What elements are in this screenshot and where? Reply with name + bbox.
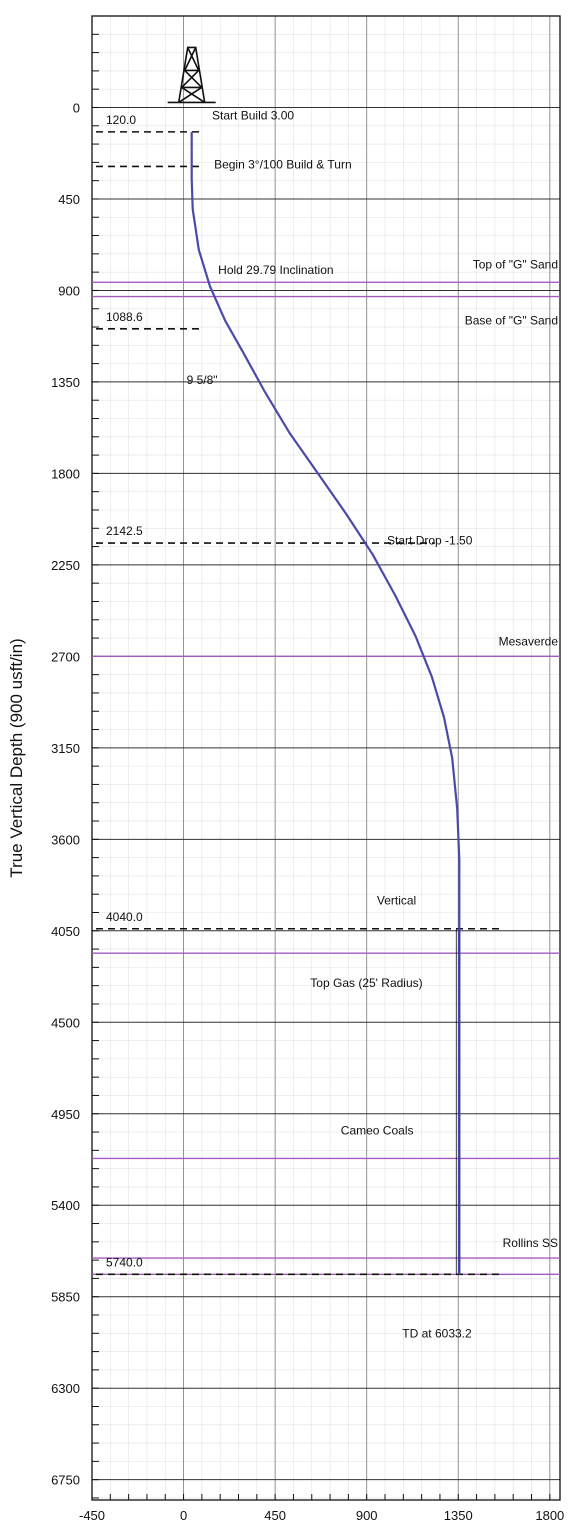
x-tick-label: -450 (79, 1508, 105, 1523)
y-tick-label: 900 (58, 283, 80, 298)
y-tick-label: 1800 (51, 466, 80, 481)
marker-label-4: 4040.0 (106, 910, 143, 924)
marker-label-3: 2142.5 (106, 524, 143, 538)
annotation-0: Start Build 3.00 (212, 109, 294, 123)
y-tick-label: 5850 (51, 1290, 80, 1305)
y-tick-label: 3150 (51, 741, 80, 756)
annotation-4: Start Drop -1.50 (387, 534, 473, 548)
formation-label-3: Top Gas (25' Radius) (310, 976, 422, 990)
y-tick-label: 4950 (51, 1107, 80, 1122)
x-tick-label: 0 (180, 1508, 187, 1523)
marker-label-5: 5740.0 (106, 1255, 143, 1269)
annotation-1: Begin 3°/100 Build & Turn (214, 157, 352, 171)
y-tick-label: 4500 (51, 1015, 80, 1030)
formation-label-4: Cameo Coals (341, 1123, 414, 1137)
formation-label-1: Base of "G" Sand (465, 314, 558, 328)
well-path-line (190, 131, 461, 1275)
plot-frame (91, 15, 561, 1501)
x-tick-label: 900 (356, 1508, 378, 1523)
annotation-3: 9 5/8" (187, 373, 218, 387)
y-tick-label: 450 (58, 192, 80, 207)
y-tick-label: 0 (73, 100, 80, 115)
x-tick-label: 1800 (535, 1508, 564, 1523)
y-tick-label: 5400 (51, 1198, 80, 1213)
annotation-6: TD at 6033.2 (402, 1326, 472, 1340)
formation-label-5: Rollins SS (503, 1236, 558, 1250)
y-tick-label: 2250 (51, 558, 80, 573)
y-tick-label: 4050 (51, 924, 80, 939)
y-tick-label: 2700 (51, 649, 80, 664)
y-axis-label: True Vertical Depth (900 usft/in) (7, 638, 26, 877)
y-tick-label: 3600 (51, 832, 80, 847)
x-tick-label: 1350 (444, 1508, 473, 1523)
formation-label-0: Top of "G" Sand (473, 257, 558, 271)
y-tick-label: 1350 (51, 375, 80, 390)
derrick-icon (167, 46, 216, 104)
marker-label-2: 1088.6 (106, 310, 143, 324)
y-tick-label: 6300 (51, 1381, 80, 1396)
formation-label-2: Mesaverde (499, 634, 559, 648)
marker-label-0: 120.0 (106, 113, 136, 127)
annotation-5: Vertical (377, 893, 416, 907)
y-tick-label: 6750 (51, 1473, 80, 1488)
annotation-2: Hold 29.79 Inclination (218, 263, 333, 277)
x-tick-label: 450 (264, 1508, 286, 1523)
